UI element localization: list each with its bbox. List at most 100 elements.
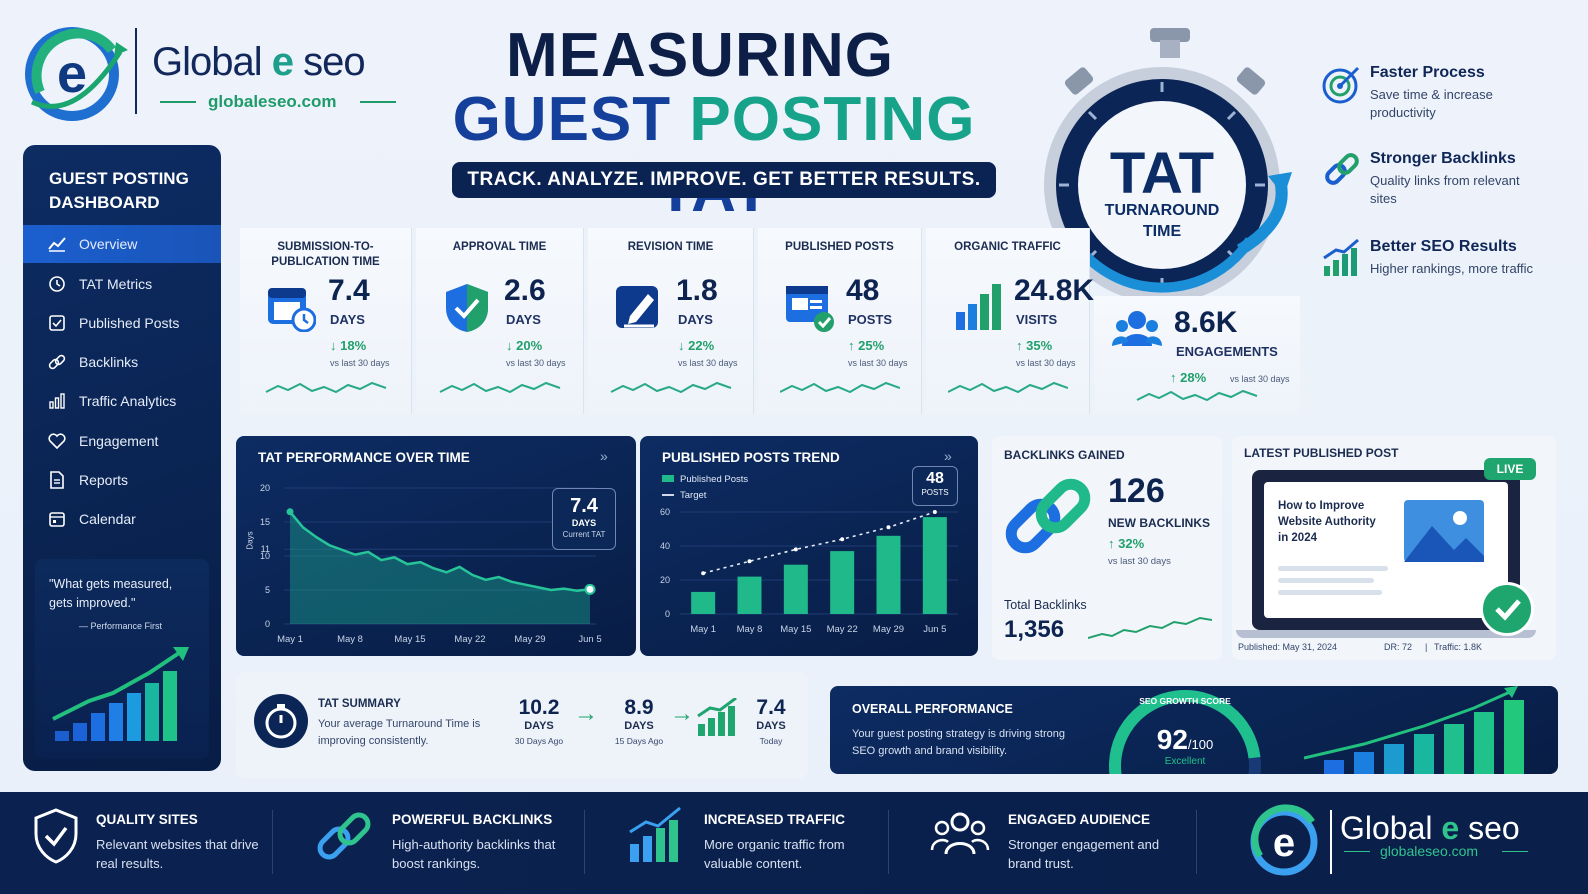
text-line <box>1278 590 1382 595</box>
expand-icon[interactable]: » <box>944 448 952 464</box>
y-tick-label: 20 <box>660 575 670 585</box>
x-tick-label: May 8 <box>737 624 763 635</box>
data-point <box>286 508 294 516</box>
data-point <box>584 583 596 595</box>
growth-bars-icon <box>1304 686 1524 774</box>
stopwatch-icon <box>1044 28 1292 303</box>
quote-author: — Performance First <box>79 621 163 631</box>
sidebar-item-overview[interactable]: Overview <box>23 225 221 263</box>
metric-value: 7.4 <box>328 274 370 307</box>
target-point <box>886 525 891 530</box>
footer-brand-name: Global e seo <box>1340 810 1520 846</box>
sidebar-item-calendar[interactable]: Calendar <box>23 500 221 538</box>
text-line <box>1278 578 1374 583</box>
feature-footer: QUALITY SITES Relevant websites that driv… <box>0 792 1588 894</box>
sidebar-item-reports[interactable]: Reports <box>23 461 221 499</box>
target-icon <box>1322 66 1360 104</box>
x-tick-label: May 29 <box>514 634 545 645</box>
metric-card[interactable]: APPROVAL TIME 2.6 DAYS ↓ 20% vs last 30 … <box>416 228 584 414</box>
metric-card[interactable]: SUBMISSION-TO- PUBLICATION TIME 7.4 DAYS … <box>240 228 412 414</box>
footer-divider <box>272 810 273 874</box>
sidebar-item-published-posts[interactable]: Published Posts <box>23 304 221 342</box>
sidebar-item-label: Overview <box>79 236 138 252</box>
latest-post-card: LATEST PUBLISHED POST How to Improve Web… <box>1232 436 1556 660</box>
series-line <box>289 510 591 592</box>
metric-unit: DAYS <box>506 312 541 327</box>
y-tick-label: 40 <box>660 541 670 551</box>
metric-delta: ↓ 22% <box>678 338 715 353</box>
live-badge: LIVE <box>1484 458 1536 480</box>
backlinks-delta: ↑ 32% <box>1108 536 1145 551</box>
legend-swatch <box>662 494 674 497</box>
sidebar-item-engagement[interactable]: Engagement <box>23 422 221 460</box>
document-icon <box>47 470 67 490</box>
page-title-line2: GUEST POSTING TAT <box>452 85 976 225</box>
summary-step: 10.2 DAYS 30 Days Ago <box>514 696 564 746</box>
sidebar-item-backlinks[interactable]: Backlinks <box>23 343 221 381</box>
post-title: How to Improve Website Authority in 2024 <box>1278 500 1376 544</box>
metric-value: 2.6 <box>504 274 546 307</box>
stopwatch-small-icon <box>254 694 308 748</box>
arrow-right-icon: → <box>670 700 694 727</box>
post-preview[interactable]: How to Improve Website Authority in 2024 <box>1264 482 1508 618</box>
sidebar-item-traffic-analytics[interactable]: Traffic Analytics <box>23 382 221 420</box>
metric-card[interactable]: 8.6K ENGAGEMENTS ↑ 28% vs last 30 days <box>1094 296 1300 414</box>
brand-url[interactable]: globaleseo.com <box>208 92 337 111</box>
y-tick-label: 11 <box>261 544 270 554</box>
y-tick-label: 20 <box>260 483 270 493</box>
published-posts-panel: PUBLISHED POSTS TREND » Published Posts … <box>640 436 978 656</box>
metric-value: 48 <box>846 274 880 307</box>
sidebar-item-label: Backlinks <box>79 354 139 370</box>
metric-unit: POSTS <box>848 312 893 327</box>
footer-divider <box>888 810 889 874</box>
x-tick-label: May 29 <box>873 624 904 635</box>
stopwatch-line1: TURNAROUND <box>1104 202 1220 219</box>
quote-text: "What gets measured, gets improved." <box>49 577 173 610</box>
target-point <box>701 571 706 576</box>
gauge-fill <box>1109 690 1261 774</box>
backlinks-title: BACKLINKS GAINED <box>1004 448 1125 462</box>
overall-title: OVERALL PERFORMANCE <box>852 702 1013 716</box>
metric-compare: vs last 30 days <box>678 358 738 368</box>
x-tick-label: May 1 <box>277 634 303 645</box>
benefit-stronger-backlinks: Stronger Backlinks Quality links from re… <box>1322 150 1582 208</box>
metric-title: SUBMISSION-TO- PUBLICATION TIME <box>271 241 380 268</box>
link-icon <box>1325 153 1359 185</box>
published-date: Published: May 31, 2024 <box>1238 642 1338 652</box>
y-tick-label: 60 <box>660 507 670 517</box>
logo-divider <box>135 28 137 114</box>
x-tick-label: May 8 <box>337 634 363 645</box>
total-backlinks-value: 1,356 <box>1004 616 1065 643</box>
tat-summary-card: TAT SUMMARY Your average Turnaround Time… <box>236 672 808 778</box>
growth-bars-icon <box>52 647 189 741</box>
shield-check-icon <box>442 282 492 332</box>
footer-feature-powerful-backlinks: POWERFUL BACKLINKS High-authority backlin… <box>392 812 556 871</box>
bar-growth-icon <box>629 806 681 862</box>
sidebar-item-label: Traffic Analytics <box>79 393 177 409</box>
summary-desc: Your average Turnaround Time is improvin… <box>318 718 481 747</box>
metric-unit: VISITS <box>1016 312 1058 327</box>
url-rule-left <box>1344 851 1370 852</box>
benefit-desc: Quality links from relevant sites <box>1370 173 1520 206</box>
shield-check-icon <box>34 808 78 864</box>
sidebar-item-tat-metrics[interactable]: TAT Metrics <box>23 265 221 303</box>
metric-card[interactable]: REVISION TIME 1.8 DAYS ↓ 22% vs last 30 … <box>588 228 754 414</box>
legend-line: Target <box>662 490 706 501</box>
sidebar-item-label: TAT Metrics <box>79 276 153 292</box>
metric-title: ORGANIC TRAFFIC <box>954 241 1061 253</box>
people-icon <box>930 812 990 855</box>
expand-icon[interactable]: » <box>600 448 608 464</box>
x-tick-label: Jun 5 <box>578 634 601 645</box>
metric-sparkline <box>439 381 561 394</box>
metric-card[interactable]: ORGANIC TRAFFIC 24.8K VISITS ↑ 35% vs la… <box>926 228 1094 414</box>
metric-sparkline <box>1136 389 1258 402</box>
target-point <box>747 559 752 564</box>
logo-divider <box>1330 810 1332 874</box>
metric-card[interactable]: PUBLISHED POSTS 48 POSTS ↑ 25% vs last 3… <box>758 228 922 414</box>
metric-compare: vs last 30 days <box>1016 358 1076 368</box>
footer-brand-url[interactable]: globaleseo.com <box>1380 843 1479 859</box>
y-tick-label: 10 <box>260 551 270 561</box>
gauge-label: SEO GROWTH SCORE <box>1139 696 1231 706</box>
callout-value: 48 <box>926 470 944 487</box>
